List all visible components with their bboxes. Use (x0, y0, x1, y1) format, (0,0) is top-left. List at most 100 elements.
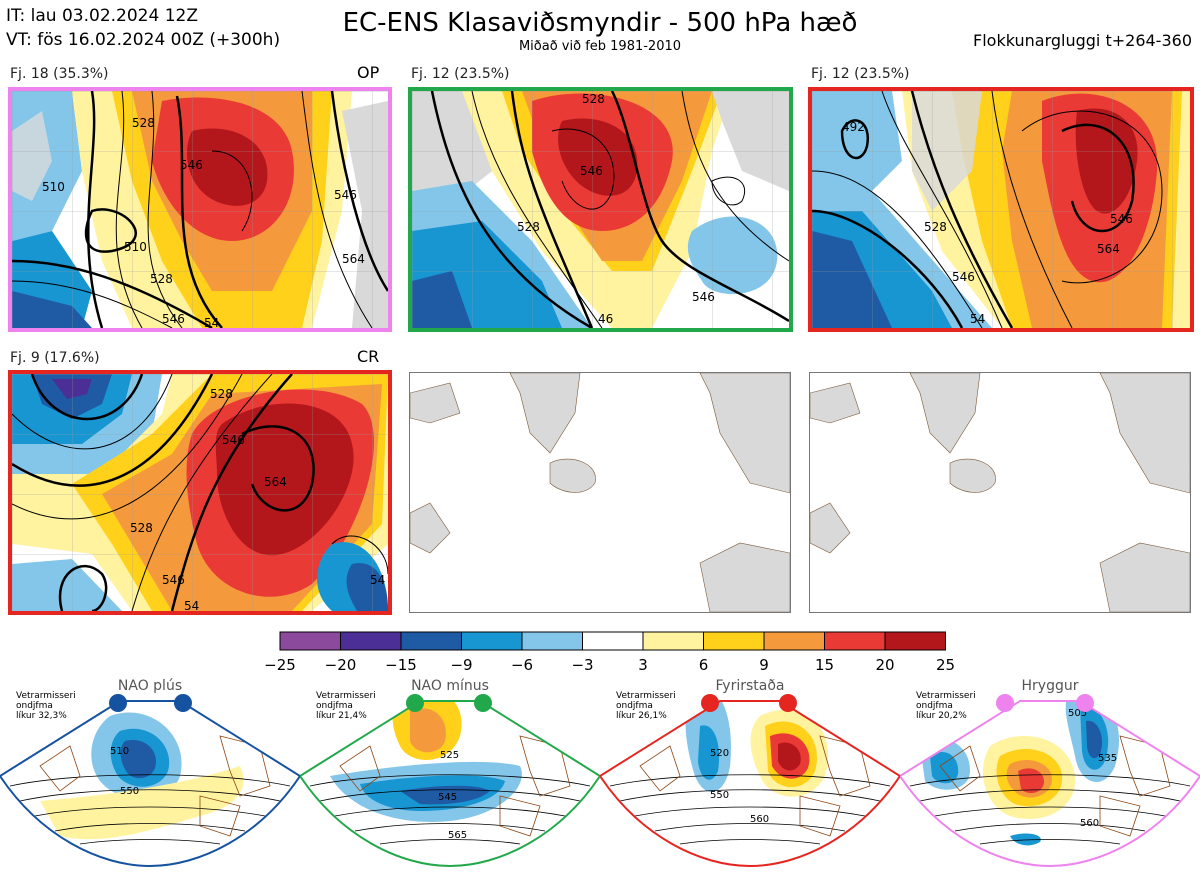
regime-dot (474, 694, 492, 712)
colorbar-bin (763, 631, 825, 651)
regime-dot (779, 694, 797, 712)
contour-label: 546 (162, 312, 185, 326)
regime-contour-label: 560 (750, 814, 769, 825)
anomaly-colorbar: −25 −20 −15 −9 −6 −3 3 6 9 15 20 25 (264, 631, 955, 674)
regime-contour-label: 525 (440, 750, 459, 761)
regime-contour-label: 545 (438, 792, 457, 803)
regime-method: ondjfma (616, 701, 653, 711)
contour-label: 528 (582, 92, 605, 106)
regime-panel: 525 545 565 NAO mínus Vetrarmisseri ondjfm… (298, 676, 602, 871)
regime-probability: líkur 21,4% (316, 711, 367, 721)
regime-contour-label: 550 (710, 790, 729, 801)
regime-contour-label: 565 (448, 830, 467, 841)
contour-label: 546 (180, 158, 203, 172)
regime-probability: líkur 26,1% (616, 711, 667, 721)
regime-probability: líkur 32,3% (16, 711, 67, 721)
contour-label: 546 (334, 188, 357, 202)
classification-window: Flokkunargluggi t+264-360 (973, 31, 1192, 50)
cluster-2-caption: Fj. 12 (23.5%) (411, 66, 510, 82)
contour-label: 528 (924, 220, 947, 234)
page-subtitle: Miðað við feb 1981-2010 (518, 39, 682, 54)
colorbar-tick-label: −25 (264, 656, 296, 674)
colorbar-tick-label: 15 (815, 656, 834, 674)
contour-label: 46 (598, 312, 613, 326)
regime-name: Fyrirstaða (716, 678, 785, 694)
colorbar-bin (461, 631, 523, 651)
colorbar-bin (521, 631, 583, 651)
contour-label: 492 (842, 120, 865, 134)
cluster-2-map: 528 546 528 546 46 (408, 87, 793, 332)
cluster-3-caption: Fj. 12 (23.5%) (811, 66, 910, 82)
colorbar-tick-label: −15 (385, 656, 417, 674)
page-title: EC-ENS Klasaviðsmyndir - 500 hPa hæð (342, 8, 858, 38)
contour-label: 54 (204, 316, 219, 328)
regime-season: Vetrarmisseri (316, 691, 376, 701)
contour-label: 54 (970, 312, 985, 326)
regime-method: ondjfma (916, 701, 953, 711)
regime-panel: 520 550 560 Fyrirstaða Vetrarmisseri ondjf… (598, 676, 902, 871)
contour-label: 528 (210, 387, 233, 401)
cluster-1-tag: OP (357, 63, 380, 82)
contour-label: 546 (222, 433, 245, 447)
contour-label: 54 (370, 573, 385, 587)
regime-dot (701, 694, 719, 712)
contour-label: 546 (952, 270, 975, 284)
regime-dot (996, 694, 1014, 712)
regime-season: Vetrarmisseri (916, 691, 976, 701)
regime-frame (0, 700, 302, 868)
colorbar-bin (884, 631, 946, 651)
colorbar-tick-label: −9 (450, 656, 472, 674)
regime-frame (598, 700, 902, 868)
colorbar-bin (824, 631, 886, 651)
contour-label: 528 (517, 220, 540, 234)
contour-label: 546 (1110, 212, 1133, 226)
regime-panel: 510 550 NAO plús Vetrarmisseri ondjfma lí… (0, 676, 302, 871)
cluster-4-map: 528 546 564 528 546 54 54 (8, 370, 392, 615)
colorbar-bin (400, 631, 462, 651)
regime-panel: 505 535 560 Hryggur Vetrarmisseri ondjfma … (898, 676, 1200, 871)
contour-label: 510 (124, 240, 147, 254)
init-time: IT: lau 03.02.2024 12Z (6, 6, 198, 26)
regime-probability: líkur 20,2% (916, 711, 967, 721)
cluster-4-caption: Fj. 9 (17.6%) (10, 350, 100, 366)
colorbar-tick-label: 3 (638, 656, 648, 674)
colorbar-bin (340, 631, 402, 651)
regime-contour-label: 535 (1098, 753, 1117, 764)
regime-name: NAO plús (118, 678, 182, 694)
contour-label: 528 (132, 116, 155, 130)
contour-label: 564 (1097, 242, 1120, 256)
regime-contour-label: 550 (120, 786, 139, 797)
contour-label: 546 (692, 290, 715, 304)
contour-label: 510 (42, 180, 65, 194)
colorbar-tick-label: 9 (759, 656, 769, 674)
regime-name: NAO mínus (411, 678, 489, 694)
contour-label: 546 (162, 573, 185, 587)
regime-dot (109, 694, 127, 712)
regime-dot (174, 694, 192, 712)
colorbar-tick-label: 20 (875, 656, 894, 674)
contour-label: 528 (130, 521, 153, 535)
valid-time: VT: fös 16.02.2024 00Z (+300h) (6, 30, 281, 50)
contour-label: 564 (264, 475, 287, 489)
colorbar-bin (642, 631, 704, 651)
regime-contour-label: 505 (1068, 708, 1087, 719)
colorbar-tick-label: 25 (936, 656, 955, 674)
regime-frame (898, 700, 1200, 868)
regime-method: ondjfma (316, 701, 353, 711)
contour-label: 546 (580, 164, 603, 178)
colorbar-tick-label: −3 (571, 656, 593, 674)
cluster-3-map: 492 528 546 564 546 54 (808, 87, 1194, 332)
contour-label: 564 (342, 252, 365, 266)
colorbar-bin (582, 631, 644, 651)
regime-contour-label: 510 (110, 746, 129, 757)
regime-name: Hryggur (1022, 678, 1079, 694)
regime-dot (406, 694, 424, 712)
empty-map-panel-2 (809, 372, 1191, 613)
regime-frame (298, 700, 602, 868)
colorbar-bin (703, 631, 765, 651)
empty-map-panel-1 (409, 372, 791, 613)
cluster-1-map: 528 546 510 510 528 546 564 546 54 (8, 87, 392, 332)
contour-label: 54 (184, 599, 199, 611)
colorbar-tick-label: 6 (699, 656, 709, 674)
colorbar-bin (279, 631, 341, 651)
